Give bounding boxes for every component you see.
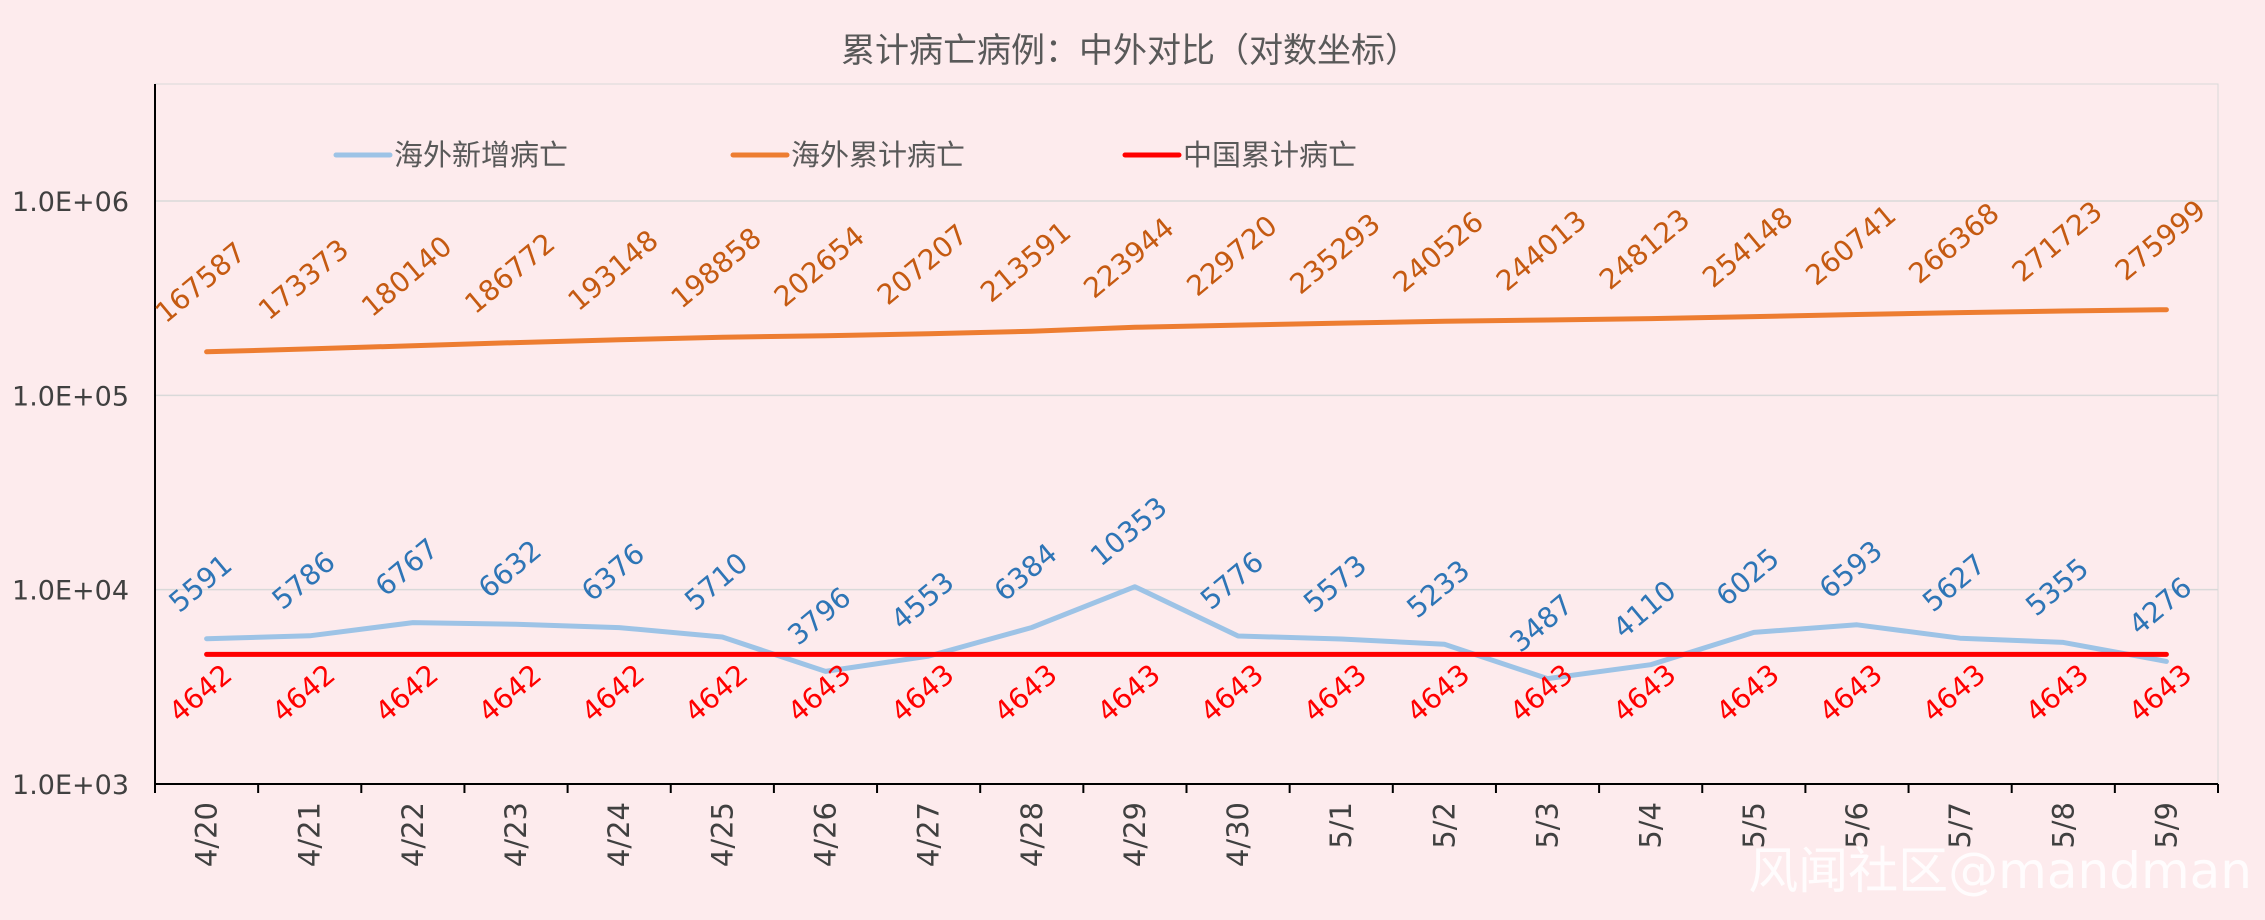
x-tick-label: 4/27 [912, 802, 946, 867]
x-tick-label: 5/2 [1427, 802, 1461, 849]
legend-label: 中国累计病亡 [1183, 138, 1357, 172]
x-tick-label: 4/23 [499, 802, 533, 867]
y-tick-label: 1.0E+06 [12, 187, 129, 218]
x-tick-label: 4/22 [396, 802, 430, 867]
series-line [204, 584, 2169, 682]
x-tick-label: 5/5 [1737, 802, 1771, 849]
x-tick-label: 5/4 [1634, 802, 1668, 849]
y-tick-label: 1.0E+05 [12, 381, 129, 412]
y-tick-label: 1.0E+04 [12, 576, 129, 607]
x-tick-label: 4/30 [1221, 802, 1255, 867]
x-tick-label: 5/9 [2149, 802, 2183, 849]
x-tick-label: 5/1 [1324, 802, 1358, 849]
x-tick-label: 4/28 [1015, 802, 1049, 867]
axes: 1.0E+03 1.0E+04 1.0E+05 1.0E+06 4/20 4/21 4/22… [12, 84, 2219, 867]
legend-label: 海外新增病亡 [394, 138, 568, 172]
x-tick-label: 4/21 [293, 802, 327, 867]
series-line [204, 307, 2169, 355]
legend-label: 海外累计病亡 [791, 138, 965, 172]
y-tick-label: 1.0E+03 [12, 770, 129, 801]
x-tick-label: 4/25 [705, 802, 739, 867]
x-tick-label: 5/3 [1531, 802, 1565, 849]
x-tick-label: 4/26 [808, 802, 842, 867]
x-tick-label: 4/20 [190, 802, 224, 867]
watermark: 风闻社区@mandman [1748, 842, 2252, 900]
x-tick-label: 4/24 [602, 802, 636, 867]
series-lines [204, 307, 2169, 682]
chart-title: 累计病亡病例：中外对比（对数坐标） [841, 31, 1419, 71]
x-tick-label: 5/8 [2046, 802, 2080, 849]
x-tick-label: 5/6 [1840, 802, 1874, 849]
legend: 海外新增病亡 海外累计病亡 中国累计病亡 [333, 138, 1357, 172]
x-tick-label: 4/29 [1118, 802, 1152, 867]
x-tick-label: 5/7 [1943, 802, 1977, 849]
